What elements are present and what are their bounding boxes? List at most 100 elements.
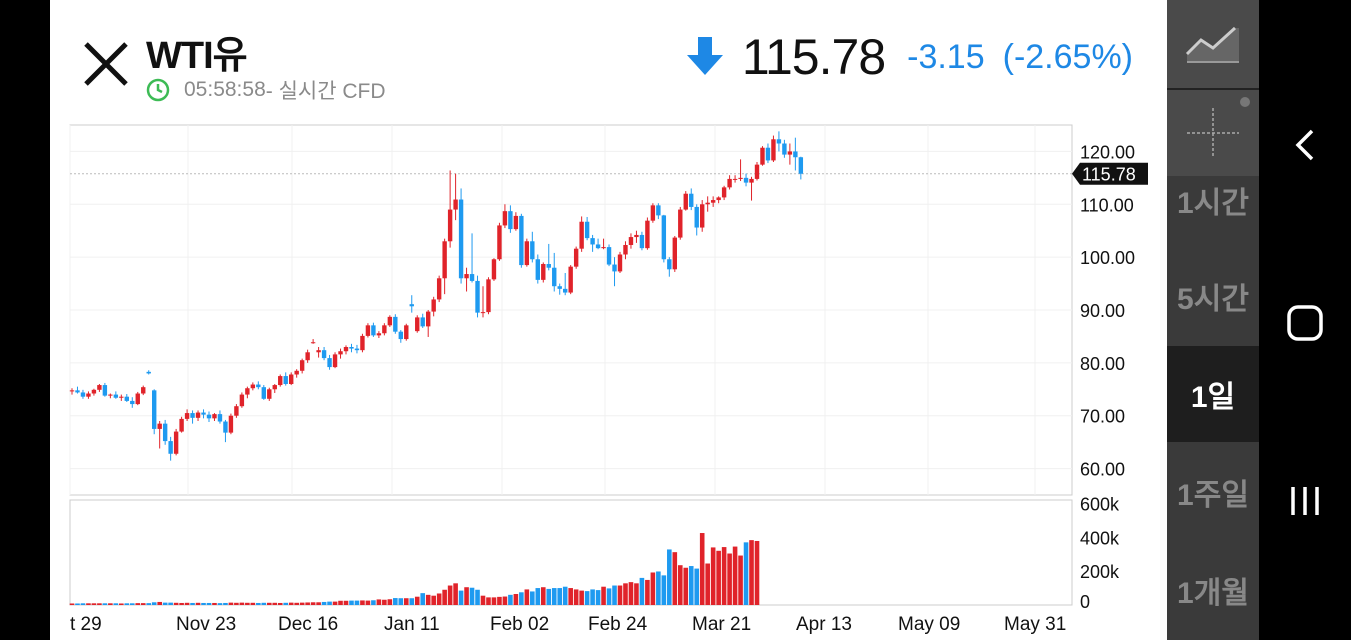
candle bbox=[91, 388, 97, 396]
candle-body bbox=[721, 187, 727, 198]
candle bbox=[415, 315, 420, 333]
volume-bar bbox=[310, 602, 316, 605]
candle bbox=[458, 188, 464, 284]
instrument-title: WTI유 bbox=[146, 35, 248, 77]
volume-bar bbox=[568, 588, 573, 605]
volume-bar bbox=[683, 567, 689, 605]
candle-body bbox=[212, 414, 217, 419]
candle bbox=[623, 241, 628, 260]
candle-body bbox=[415, 317, 420, 332]
timeframe-1h[interactable]: 1시간 bbox=[1177, 187, 1249, 220]
candle bbox=[256, 381, 261, 390]
volume-bar bbox=[623, 583, 628, 605]
candle-body bbox=[135, 393, 140, 405]
candle-body bbox=[332, 354, 338, 368]
volume-bar bbox=[212, 602, 217, 605]
volume-bar bbox=[162, 602, 168, 605]
volume-bar bbox=[349, 600, 354, 605]
candle bbox=[343, 345, 349, 355]
candle bbox=[157, 421, 162, 449]
volume-bar bbox=[699, 533, 705, 605]
volume-bar bbox=[201, 602, 206, 605]
volume-bar bbox=[382, 599, 387, 605]
candle bbox=[612, 257, 617, 287]
price-axis-label: 120.00 bbox=[1080, 142, 1135, 162]
candle-body bbox=[513, 215, 519, 230]
timeframe-1d[interactable]: 1일 bbox=[1167, 346, 1259, 442]
candle bbox=[371, 322, 376, 337]
home-button[interactable] bbox=[1259, 288, 1351, 358]
volume-bar bbox=[721, 547, 727, 605]
candle bbox=[743, 173, 749, 187]
candle-body bbox=[310, 342, 316, 344]
volume-bar bbox=[656, 571, 661, 605]
candle bbox=[212, 413, 217, 421]
volume-bar bbox=[119, 603, 124, 605]
volume-bar bbox=[168, 602, 173, 605]
volume-bar bbox=[371, 600, 376, 605]
candle-body bbox=[508, 211, 513, 230]
candle bbox=[261, 385, 266, 400]
volume-bar bbox=[338, 600, 343, 605]
crosshair-button[interactable] bbox=[1167, 90, 1259, 176]
candle-body bbox=[75, 390, 80, 393]
candle-body bbox=[195, 412, 201, 418]
candle bbox=[305, 349, 310, 363]
back-button[interactable] bbox=[1259, 110, 1351, 180]
volume-bar bbox=[453, 583, 458, 605]
candle bbox=[393, 314, 398, 334]
candle bbox=[234, 404, 239, 418]
time-axis-label: t 29 bbox=[70, 614, 102, 635]
candle-body bbox=[267, 389, 272, 399]
candle bbox=[732, 175, 738, 183]
volume-bar bbox=[245, 602, 250, 605]
recents-button[interactable] bbox=[1259, 466, 1351, 536]
volume-bar bbox=[91, 603, 97, 605]
candle bbox=[650, 203, 656, 223]
volume-bar bbox=[206, 602, 212, 605]
candle bbox=[480, 286, 486, 318]
candle bbox=[661, 214, 667, 263]
volume-bar bbox=[469, 587, 475, 605]
candle-body bbox=[480, 312, 486, 314]
close-button[interactable] bbox=[82, 40, 130, 88]
volume-bar bbox=[540, 587, 546, 605]
back-icon bbox=[1295, 129, 1314, 161]
candle bbox=[667, 257, 672, 277]
price-chart[interactable]: 120.00 110.00 100.00 90.00 80.00 70.00 60.00 11… bbox=[50, 110, 1167, 640]
candle-body bbox=[782, 143, 787, 155]
candle bbox=[283, 372, 288, 386]
volume-bar bbox=[288, 602, 294, 605]
candle-body bbox=[628, 237, 634, 245]
candle bbox=[206, 411, 212, 423]
timeframe-5h[interactable]: 5시간 bbox=[1177, 283, 1249, 316]
candle bbox=[628, 233, 634, 249]
candle-body bbox=[382, 325, 387, 334]
candle-body bbox=[519, 215, 524, 266]
price-area: 115.78 -3.15 (-2.65%) bbox=[686, 28, 1133, 86]
volume-bar bbox=[195, 602, 201, 605]
time-axis-label: May 31 bbox=[1004, 614, 1066, 635]
candle-body bbox=[234, 406, 239, 416]
candle-body bbox=[436, 278, 442, 300]
candle-body bbox=[612, 264, 617, 272]
candle bbox=[173, 428, 179, 456]
volume-bar bbox=[173, 602, 179, 605]
timeframe-1mo[interactable]: 1개월 bbox=[1177, 577, 1249, 610]
volume-bar bbox=[256, 602, 261, 605]
volume-bar bbox=[628, 582, 634, 605]
candle-body bbox=[672, 237, 677, 270]
close-icon bbox=[84, 42, 128, 86]
volume-bar bbox=[266, 602, 272, 605]
chart-type-button[interactable] bbox=[1167, 0, 1259, 90]
candle-body bbox=[787, 151, 793, 155]
candle-body bbox=[398, 331, 403, 340]
timeframe-1w[interactable]: 1주일 bbox=[1177, 479, 1249, 512]
candle-body bbox=[173, 431, 179, 454]
candle bbox=[162, 419, 168, 445]
candle bbox=[108, 393, 113, 399]
candle-body bbox=[113, 394, 119, 398]
candle bbox=[606, 244, 612, 267]
candle-body bbox=[360, 335, 365, 351]
candle-body bbox=[535, 259, 540, 280]
